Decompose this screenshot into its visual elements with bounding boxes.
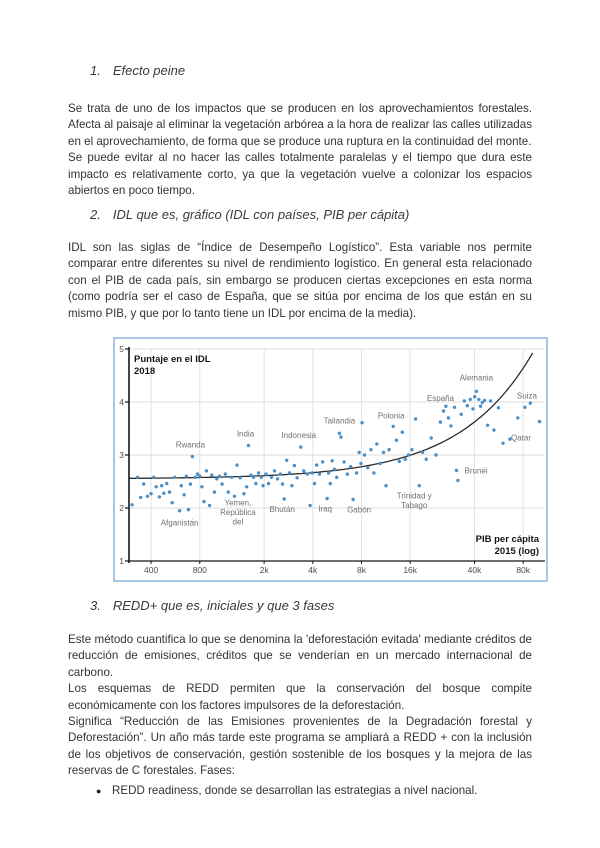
- heading-text: IDL que es, gráfico (IDL con países, PIB…: [112, 207, 410, 222]
- heading-number: 2.: [90, 207, 101, 222]
- svg-text:Polonia: Polonia: [378, 411, 405, 420]
- svg-text:2018: 2018: [134, 366, 155, 377]
- paragraph: Significa “Reducción de las Emisiones pr…: [68, 715, 532, 778]
- heading-number: 3.: [90, 598, 101, 613]
- phase-list: ● REDD readiness, donde se desarrollan l…: [68, 783, 532, 799]
- svg-text:80k: 80k: [516, 565, 530, 575]
- svg-text:400: 400: [144, 565, 158, 575]
- paragraph: IDL son las siglas de “Índice de Desempe…: [68, 241, 532, 320]
- svg-text:2015 (log): 2015 (log): [495, 546, 539, 557]
- list-item: ● REDD readiness, donde se desarrollan l…: [68, 783, 532, 799]
- svg-text:5: 5: [119, 344, 124, 354]
- heading-text: Efecto peine: [112, 63, 186, 78]
- svg-text:Tabago: Tabago: [401, 501, 428, 510]
- svg-text:República: República: [220, 508, 256, 517]
- chart-axes: 1 2 3 4 5 400 800 2k 4k 8k 16k 40k 80k: [119, 344, 545, 575]
- svg-text:Rwanda: Rwanda: [176, 441, 206, 450]
- svg-text:Afganistán: Afganistán: [161, 519, 199, 528]
- svg-text:4k: 4k: [308, 565, 318, 575]
- chart-canvas: 1 2 3 4 5 400 800 2k 4k 8k 16k 40k 80k Rwanda Afganist…: [119, 344, 545, 575]
- svg-text:Gabón: Gabón: [347, 506, 371, 515]
- svg-text:Tailandia: Tailandia: [324, 416, 356, 425]
- section-heading-2: 2. IDL que es, gráfico (IDL con países, …: [90, 207, 550, 222]
- svg-text:Bhután: Bhután: [270, 505, 295, 514]
- section-2-body: IDL son las siglas de “Índice de Desempe…: [68, 240, 532, 322]
- idl-scatter-chart: 1 2 3 4 5 400 800 2k 4k 8k 16k 40k 80k Rwanda Afganist…: [113, 337, 548, 582]
- svg-text:16k: 16k: [403, 565, 417, 575]
- svg-text:Puntaje en el IDL: Puntaje en el IDL: [134, 354, 211, 365]
- chart-points: [130, 389, 542, 513]
- svg-text:Trinidad y: Trinidad y: [397, 492, 432, 501]
- svg-text:Alemania: Alemania: [460, 373, 494, 382]
- svg-text:India: India: [237, 430, 255, 439]
- svg-text:4: 4: [119, 397, 124, 407]
- svg-text:1: 1: [119, 556, 124, 566]
- paragraph: Los esquemas de REDD permiten que la con…: [68, 682, 532, 712]
- svg-text:2: 2: [119, 503, 124, 513]
- svg-text:3: 3: [119, 450, 124, 460]
- section-1-body: Se trata de uno de los impactos que se p…: [68, 101, 532, 199]
- svg-text:Qatar: Qatar: [511, 433, 531, 442]
- svg-text:Yemen,: Yemen,: [224, 499, 251, 508]
- svg-text:800: 800: [193, 565, 207, 575]
- section-3-body: Este método cuantifica lo que se denomin…: [68, 632, 532, 799]
- heading-text: REDD+ que es, iniciales y que 3 fases: [112, 598, 335, 613]
- section-heading-1: 1. Efecto peine: [90, 63, 550, 78]
- svg-text:Brunéi: Brunéi: [465, 466, 488, 475]
- paragraph: Se trata de uno de los impactos que se p…: [68, 102, 533, 148]
- paragraph: Este método cuantifica lo que se denomin…: [68, 633, 532, 679]
- svg-text:del: del: [233, 518, 244, 527]
- svg-text:2k: 2k: [260, 565, 270, 575]
- svg-text:8k: 8k: [357, 565, 367, 575]
- svg-text:PIB per cápita: PIB per cápita: [476, 534, 540, 545]
- bullet-icon: ●: [96, 785, 102, 796]
- svg-text:Iraq: Iraq: [318, 505, 332, 514]
- section-heading-3: 3. REDD+ que es, iniciales y que 3 fases: [90, 598, 550, 613]
- paragraph: Se puede evitar al no hacer las calles t…: [68, 151, 532, 198]
- list-item-text: REDD readiness, donde se desarrollan las…: [112, 783, 478, 797]
- heading-number: 1.: [90, 63, 101, 78]
- svg-text:Indonesia: Indonesia: [281, 431, 316, 440]
- svg-text:40k: 40k: [468, 565, 482, 575]
- svg-text:Suiza: Suiza: [517, 391, 538, 400]
- svg-text:España: España: [427, 394, 455, 403]
